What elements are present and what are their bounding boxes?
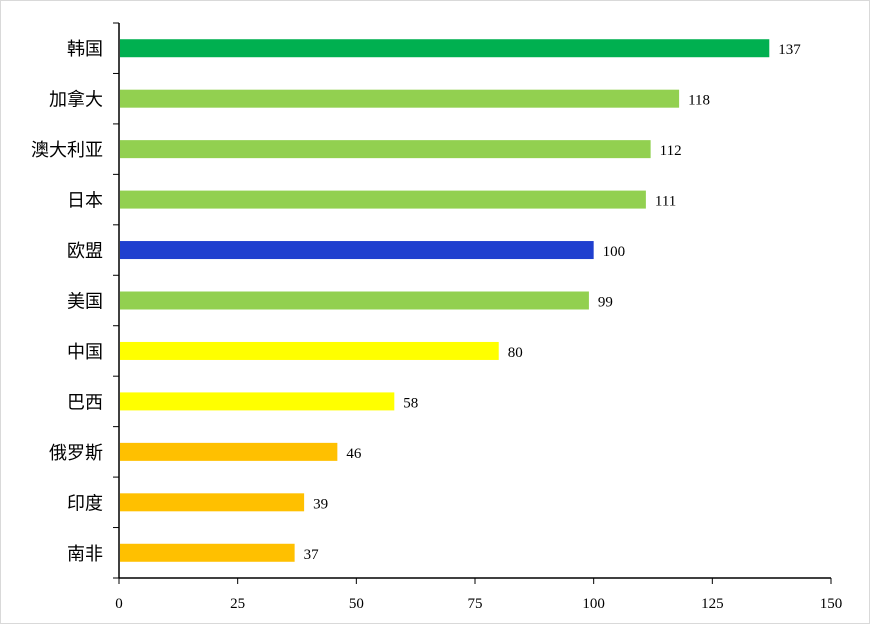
data-label: 46 bbox=[346, 446, 362, 462]
data-label: 100 bbox=[603, 244, 626, 260]
data-label: 80 bbox=[508, 345, 523, 361]
category-label: 日本 bbox=[67, 191, 103, 212]
data-label: 111 bbox=[655, 194, 676, 210]
category-label: 加拿大 bbox=[49, 89, 103, 111]
bar bbox=[120, 442, 338, 461]
bar bbox=[120, 190, 646, 209]
category-label: 欧盟 bbox=[67, 241, 103, 262]
bar bbox=[120, 89, 680, 108]
category-label: 中国 bbox=[67, 342, 103, 363]
bar bbox=[120, 39, 770, 58]
data-label: 112 bbox=[660, 143, 682, 159]
category-label: 俄罗斯 bbox=[49, 443, 103, 464]
bar bbox=[120, 543, 295, 562]
data-label: 99 bbox=[598, 295, 613, 311]
data-label: 39 bbox=[313, 496, 328, 512]
category-label: 南非 bbox=[67, 544, 103, 565]
data-label: 37 bbox=[304, 547, 320, 563]
x-tick-label: 75 bbox=[468, 596, 483, 612]
data-label: 118 bbox=[688, 93, 710, 109]
category-label: 澳大利亚 bbox=[31, 140, 103, 161]
bar bbox=[120, 291, 589, 310]
x-tick-label: 100 bbox=[582, 596, 605, 612]
bar bbox=[120, 241, 594, 260]
data-label: 137 bbox=[778, 42, 801, 58]
bar bbox=[120, 140, 651, 159]
bar bbox=[120, 493, 305, 512]
x-tick-label: 150 bbox=[820, 596, 843, 612]
category-label: 印度 bbox=[67, 493, 103, 514]
x-tick-label: 50 bbox=[349, 596, 364, 612]
category-label: 巴西 bbox=[67, 392, 103, 413]
bar bbox=[120, 392, 395, 411]
x-tick-label: 0 bbox=[115, 596, 123, 612]
x-tick-label: 25 bbox=[230, 596, 245, 612]
category-label: 韩国 bbox=[67, 39, 103, 60]
x-tick-label: 125 bbox=[701, 596, 724, 612]
bar bbox=[120, 341, 499, 360]
category-label: 美国 bbox=[67, 292, 103, 313]
data-label: 58 bbox=[403, 395, 418, 411]
